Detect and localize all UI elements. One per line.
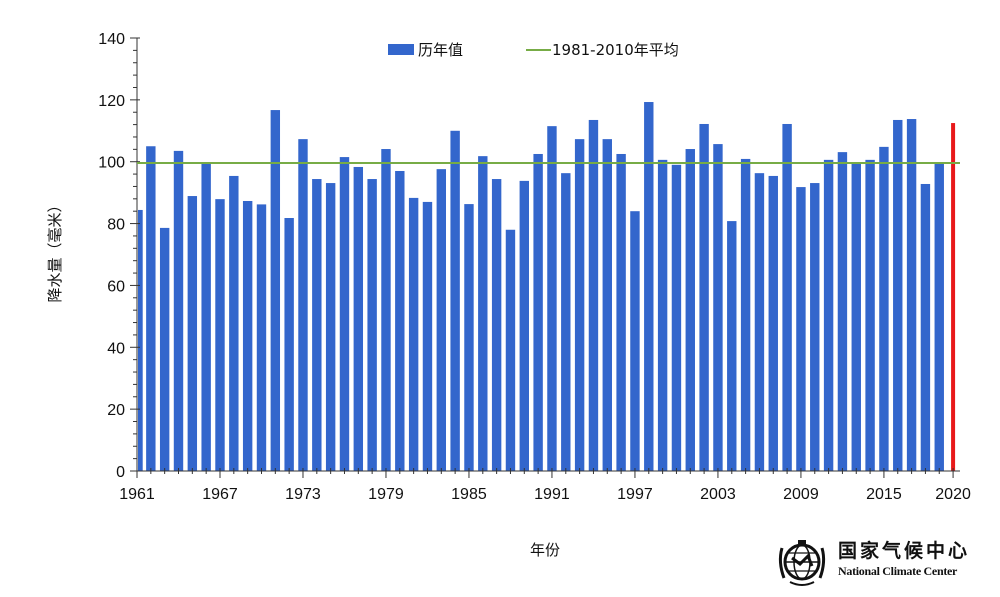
bar-1986: [478, 156, 488, 471]
legend-bar-label: 历年值: [418, 41, 463, 59]
bar-2006: [754, 173, 765, 472]
bar-2005: [740, 158, 751, 471]
x-tick-label: 1967: [202, 486, 238, 503]
bar-1992: [561, 173, 571, 472]
bar-2017: [906, 119, 917, 471]
bar-1962: [146, 146, 156, 471]
bar-2011: [823, 159, 834, 471]
x-tick-label: 1991: [534, 486, 570, 503]
bar-1997: [630, 211, 640, 471]
x-axis: 1961 1967 1973 1979 1985 1991 1997 2003 2009 2015…: [119, 468, 971, 503]
bar-1974: [312, 179, 322, 471]
x-axis-title: 年份: [530, 541, 560, 559]
bar-1980: [395, 170, 405, 471]
ncc-logo: 国家气候中心 National Climate Center: [776, 534, 976, 588]
bar-1983: [436, 169, 447, 471]
logo-english-name: National Climate Center: [838, 564, 958, 578]
bar-1991: [547, 126, 557, 472]
y-tick-label: 100: [98, 155, 125, 172]
legend-bar-swatch: [388, 44, 414, 55]
bar-1963: [159, 227, 170, 471]
bar-2015: [879, 146, 889, 471]
bar-2007: [768, 175, 778, 472]
x-tick-label: 2009: [783, 486, 819, 503]
y-tick-label: 140: [98, 31, 125, 48]
bar-1993: [574, 139, 585, 472]
bar-1988: [505, 229, 516, 471]
x-tick-label: 1973: [285, 486, 321, 503]
y-axis-title: 降水量（毫米）: [46, 197, 64, 302]
bar-2018: [920, 183, 931, 472]
bar-1975: [325, 183, 336, 471]
bar-1978: [367, 179, 377, 471]
bar-2008: [782, 123, 792, 471]
x-tick-label: 1997: [617, 486, 653, 503]
bar-2012: [837, 152, 848, 471]
x-tick-label: 1985: [451, 486, 487, 503]
bar-1961: [138, 209, 143, 471]
bar-2009: [796, 187, 806, 471]
bar-1969: [242, 200, 253, 471]
y-tick-label: 120: [98, 93, 125, 110]
bar-2016: [893, 119, 903, 471]
x-tick-label: 1961: [119, 486, 155, 503]
legend-line-label: 1981-2010年平均: [552, 41, 679, 59]
y-tick-label: 80: [107, 217, 125, 234]
bar-1999: [657, 159, 668, 471]
bar-1976: [339, 157, 350, 471]
bar-1979: [381, 149, 391, 471]
bar-series: [138, 102, 956, 472]
x-tick-label: 2003: [700, 486, 736, 503]
y-tick-label: 20: [107, 402, 125, 419]
bar-2003: [713, 144, 723, 471]
bar-1968: [229, 175, 239, 472]
bar-1996: [616, 153, 626, 471]
y-tick-label: 60: [107, 278, 125, 295]
logo-chinese-name: 国家气候中心: [838, 540, 971, 562]
bar-1972: [284, 218, 294, 471]
bar-1970: [256, 204, 267, 471]
bar-2020: [951, 123, 956, 471]
y-tick-label: 0: [116, 464, 125, 481]
x-tick-label: 1979: [368, 486, 404, 503]
bar-1984: [450, 130, 460, 472]
x-tick-label: 2015: [866, 486, 902, 503]
y-axis: 0 20 40 60 80 100 120 140: [98, 31, 140, 481]
bar-2010: [810, 183, 820, 471]
bar-1964: [173, 150, 184, 471]
bar-2014: [865, 159, 875, 471]
ncc-emblem-icon: [778, 540, 826, 586]
bar-1966: [201, 162, 211, 472]
bar-1981: [408, 197, 419, 472]
bar-1987: [491, 179, 502, 471]
bar-1995: [602, 139, 612, 472]
bar-1973: [298, 139, 308, 472]
x-tick-label: 2020: [935, 486, 971, 503]
bar-2001: [685, 149, 695, 471]
bar-1990: [533, 153, 543, 471]
bar-2013: [851, 163, 861, 472]
bar-2019: [934, 162, 944, 472]
bar-1967: [215, 199, 225, 471]
y-tick-label: 40: [107, 340, 125, 357]
legend: 历年值 1981-2010年平均: [388, 41, 679, 59]
bar-1965: [187, 196, 198, 472]
bar-1982: [422, 201, 433, 471]
bar-1989: [519, 180, 529, 471]
bar-2004: [727, 221, 737, 471]
bar-1977: [353, 166, 364, 471]
bar-1994: [588, 119, 599, 471]
bar-1998: [644, 102, 654, 471]
bar-1971: [270, 110, 281, 471]
bar-2000: [671, 164, 682, 472]
bar-2002: [699, 123, 709, 471]
bar-1985: [464, 204, 474, 471]
